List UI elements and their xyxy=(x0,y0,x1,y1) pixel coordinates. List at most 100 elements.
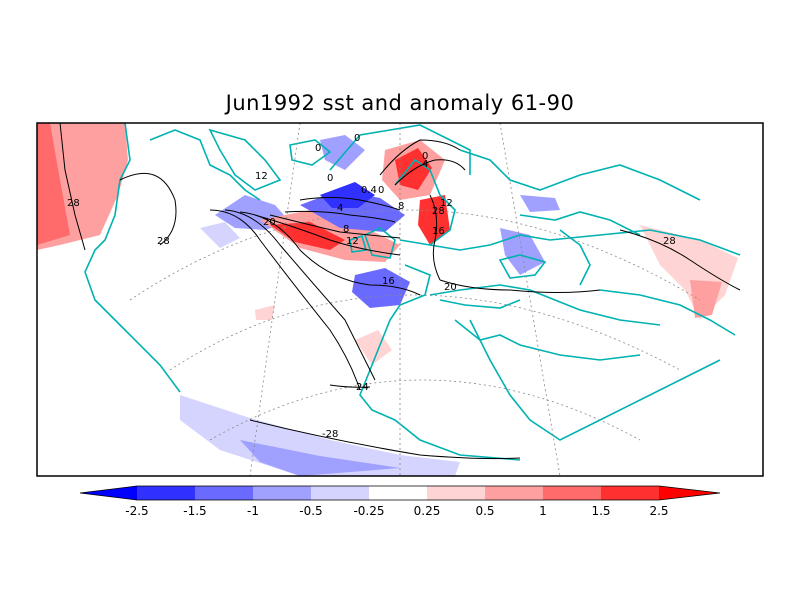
colorbar-tick: -0.25 xyxy=(353,504,384,518)
contour-labels: 0 0 0 4 0 4 8 8 12 12 12 16 16 20 20 24 … xyxy=(67,133,676,440)
contour-label: 12 xyxy=(440,198,453,209)
coast-black-sea xyxy=(498,254,547,279)
contour-label: 12 xyxy=(346,236,359,247)
contour-label: 0 xyxy=(354,133,360,144)
coast-caspian xyxy=(559,229,591,286)
contour-label: 8 xyxy=(343,224,349,235)
anomaly-warm-mid xyxy=(255,305,275,320)
contour-28-south xyxy=(249,419,521,460)
contour-16-baltic xyxy=(429,194,441,281)
contour-24-label-line xyxy=(329,384,371,388)
anomaly-cool-black-sea xyxy=(500,228,545,275)
contour-label: 4 xyxy=(337,203,343,214)
coast-northern-europe xyxy=(399,229,741,256)
sst-contours xyxy=(59,123,741,460)
coast-britain xyxy=(364,227,396,259)
colorbar-segment xyxy=(369,486,427,500)
colorbar-tick: 1 xyxy=(539,504,547,518)
contour-8 xyxy=(269,214,401,239)
anomaly-warm-atlantic-core xyxy=(270,222,345,250)
coast-mediterranean xyxy=(429,284,661,326)
map-frame xyxy=(36,122,764,477)
contour-4-north xyxy=(394,159,466,186)
colorbar-tick: -1 xyxy=(247,504,259,518)
coast-arctic xyxy=(459,149,701,201)
colorbar-arrow-low xyxy=(80,486,137,500)
graticule-lat-1 xyxy=(129,209,701,301)
contour-label: 0.4 xyxy=(361,185,377,196)
graticule xyxy=(129,123,701,476)
anomaly-warm-east-core xyxy=(690,280,722,318)
anomaly-cool-iceland xyxy=(320,135,365,170)
contour-label: 0 xyxy=(378,185,384,196)
coast-iceland xyxy=(289,139,332,166)
contour-20 xyxy=(224,209,376,381)
colorbar-tick: -2.5 xyxy=(125,504,148,518)
colorbar-segment xyxy=(485,486,543,500)
contour-label: 28 xyxy=(432,206,445,217)
anomaly-cool-south-core xyxy=(240,440,400,476)
contour-label: 24 xyxy=(356,382,369,393)
contour-4 xyxy=(284,210,396,223)
map-title: Jun1992 sst and anomaly 61-90 xyxy=(224,91,575,115)
colorbar-segment xyxy=(543,486,601,500)
contour-28-atlantic xyxy=(119,172,177,246)
colorbar-segment xyxy=(253,486,311,500)
contour-label: 16 xyxy=(432,226,445,237)
colorbar-tick: 0.25 xyxy=(414,504,441,518)
border-eurasia xyxy=(519,211,641,236)
colorbar-segment xyxy=(137,486,195,500)
anomaly-warm-norwegian-core xyxy=(395,148,432,190)
anomaly-cool-south xyxy=(180,395,460,476)
contour-12 xyxy=(254,214,401,256)
anomaly-cool-biscay xyxy=(352,268,410,308)
anomaly-warm-pacific-core xyxy=(37,123,70,245)
coast-scandinavia xyxy=(394,158,456,246)
contour-label: 16 xyxy=(382,276,395,287)
contour-label: 28 xyxy=(663,236,676,247)
coast-italy xyxy=(439,299,521,309)
colorbar-tick: -1.5 xyxy=(183,504,206,518)
coast-greenland xyxy=(149,129,261,201)
contour-label: 4 xyxy=(422,159,428,170)
contour-label: 28 xyxy=(157,236,170,247)
colorbar-tick: 2.5 xyxy=(649,504,668,518)
anomaly-warm-baltic xyxy=(418,195,450,245)
colorbar-segment xyxy=(195,486,253,500)
colorbar-tick: 1.5 xyxy=(591,504,610,518)
coast-scandinavia-north xyxy=(329,124,471,175)
anomaly-cool-north-sea-core xyxy=(320,182,375,208)
anomaly-cool-labrador xyxy=(200,222,240,248)
contour-label: 8 xyxy=(398,201,404,212)
colorbar-segment xyxy=(601,486,659,500)
coast-asia xyxy=(599,289,736,336)
contour-label: 0 xyxy=(315,143,321,154)
border-africa xyxy=(469,319,721,441)
coast-north-america xyxy=(84,123,181,393)
graticule-lat-3 xyxy=(209,379,641,441)
contour-label: 28 xyxy=(67,198,80,209)
colorbar-tick: -0.5 xyxy=(299,504,322,518)
colorbar-outline xyxy=(79,485,721,501)
contour-label: 12 xyxy=(255,171,268,182)
contour-20-med xyxy=(439,279,601,293)
contour-label: 0 xyxy=(422,151,428,162)
colorbar-arrow-high xyxy=(659,486,720,500)
map-area: 0 0 0 4 0 4 8 8 12 12 12 16 16 20 20 24 … xyxy=(37,123,763,476)
contour-24 xyxy=(209,209,361,391)
colorbar-segment xyxy=(427,486,485,500)
anomaly-cool-east xyxy=(520,195,560,212)
coastlines xyxy=(84,123,741,461)
colorbar-segment xyxy=(311,486,369,500)
colorbar: -2.5 -1.5 -1 -0.5 -0.25 0.25 0.5 1 1.5 2… xyxy=(79,485,721,518)
contour-0 xyxy=(299,197,401,211)
contour-label: 0 xyxy=(327,173,333,184)
contour-label: -28 xyxy=(322,429,338,440)
contour-0-north xyxy=(379,139,461,176)
contour-28-east xyxy=(619,229,741,291)
contour-28-west xyxy=(59,123,86,251)
coast-ireland xyxy=(349,234,368,253)
colorbar-tick: 0.5 xyxy=(475,504,494,518)
contour-16 xyxy=(239,211,421,296)
